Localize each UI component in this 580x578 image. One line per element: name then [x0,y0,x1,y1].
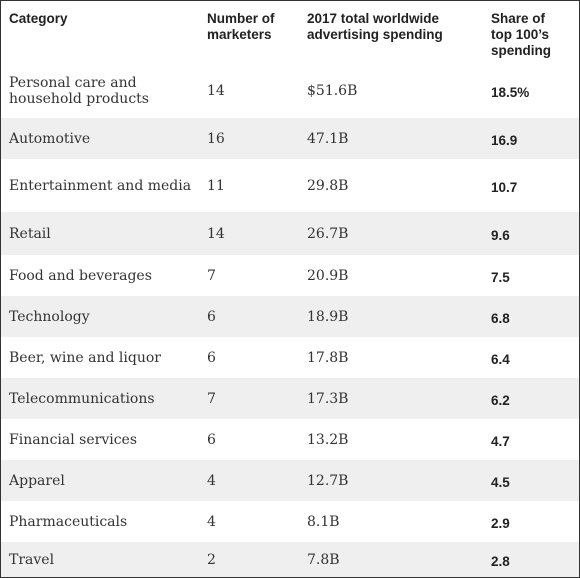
header-row: Category Number of marketers 2017 total … [1,1,579,63]
category-cell: Food and beverages [9,267,152,284]
marketers-cell: 7 [199,378,299,419]
category-cell: Technology [1,296,199,337]
category-cell: Pharmaceuticals [9,513,128,530]
share-cell: 4.7 [491,433,510,449]
spending-cell: 17.3B [299,378,483,419]
category-cell: Beer, wine and liquor [9,349,161,366]
share-cell: 2.8 [483,542,579,577]
marketers-cell: 6 [207,431,216,448]
marketers-cell: 16 [199,118,299,159]
category-cell: Financial services [9,431,138,448]
spending-cell: 8.1B [307,513,340,530]
spending-cell: 13.2B [307,431,349,448]
table-row: Telecommunications 7 17.3B 6.2 [1,378,579,419]
share-cell: 6.4 [491,351,510,367]
share-cell: 7.5 [491,269,510,285]
table-row: Personal care and household products 14 $5… [1,63,579,118]
marketers-cell: 2 [199,542,299,577]
share-cell: 9.6 [483,212,579,255]
marketers-cell: 6 [199,296,299,337]
share-cell: 2.9 [491,515,510,531]
table-body: Personal care and household products 14 $5… [1,63,579,577]
marketers-cell: 11 [207,177,225,194]
category-cell: Entertainment and media [9,177,192,194]
share-cell: 4.5 [483,460,579,501]
share-cell: 10.7 [491,179,518,195]
spending-cell: 18.9B [299,296,483,337]
spending-cell: 47.1B [299,118,483,159]
share-cell: 16.9 [483,118,579,159]
spending-cell: 17.8B [307,349,349,366]
header-cell: 2017 total worldwide advertising spendin… [307,11,443,42]
spending-cell: 20.9B [307,267,349,284]
marketers-cell: 4 [207,513,216,530]
spending-cell: 26.7B [299,212,483,255]
table-row: Apparel 4 12.7B 4.5 [1,460,579,501]
share-cell: 18.5% [491,84,530,100]
spending-cell: 7.8B [299,542,483,577]
category-cell: Travel [1,542,199,577]
table-row: Travel 2 7.8B 2.8 [1,542,579,577]
table-row: Technology 6 18.9B 6.8 [1,296,579,337]
header-cell: Number of marketers [207,11,275,42]
category-cell: Retail [1,212,199,255]
category-cell: Telecommunications [1,378,199,419]
marketers-cell: 14 [199,212,299,255]
share-cell: 6.8 [483,296,579,337]
table-row: Retail 14 26.7B 9.6 [1,212,579,255]
marketers-cell: 7 [207,267,216,284]
table-row: Financial services 6 13.2B 4.7 [1,419,579,460]
category-cell: Apparel [1,460,199,501]
marketers-cell: 14 [207,82,225,99]
header-cell: Category [9,11,68,26]
table-row: Beer, wine and liquor 6 17.8B 6.4 [1,337,579,378]
table-row: Food and beverages 7 20.9B 7.5 [1,255,579,296]
table-row: Entertainment and media 11 29.8B 10.7 [1,159,579,212]
spending-cell: 29.8B [307,177,349,194]
spending-cell: $51.6B [307,82,358,99]
spending-cell: 12.7B [299,460,483,501]
category-cell: Automotive [1,118,199,159]
header-cell: Share of top 100’s spending [491,11,551,58]
category-cell: Personal care and household products [9,74,149,107]
marketers-cell: 6 [207,349,216,366]
marketers-cell: 4 [199,460,299,501]
table-row: Pharmaceuticals 4 8.1B 2.9 [1,501,579,542]
table-row: Automotive 16 47.1B 16.9 [1,118,579,159]
share-cell: 6.2 [483,378,579,419]
